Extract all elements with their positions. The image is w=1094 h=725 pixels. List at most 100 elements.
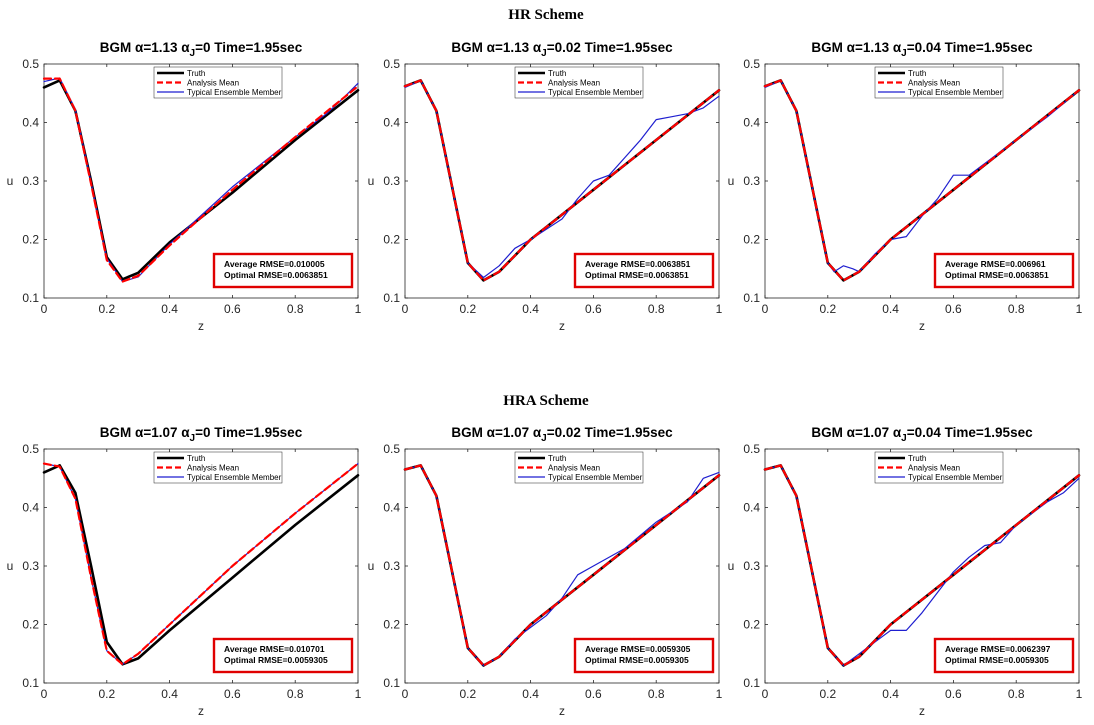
y-tick-label: 0.5 xyxy=(383,442,400,456)
y-tick-label: 0.4 xyxy=(22,116,39,130)
chart-title-rest: =0.04 Time=1.95sec xyxy=(907,425,1033,440)
chart-panel: BGM α=1.13 αJ=0.04 Time=1.95sec 0 0.2 0.4 0.… xyxy=(728,40,1083,333)
rmse-box xyxy=(933,637,1075,674)
y-tick-label: 0.3 xyxy=(22,559,39,573)
x-tick-label: 0.6 xyxy=(945,302,962,316)
chart-title-subscript: J xyxy=(541,48,547,59)
scheme-title-hra: HRA Scheme xyxy=(503,393,589,409)
rmse-text: Optimal RMSE=0.0063851 xyxy=(945,270,1049,280)
chart-title-prefix: BGM α=1.07 α xyxy=(811,425,901,440)
x-tick-label: 0 xyxy=(41,302,48,316)
y-tick-label: 0.5 xyxy=(22,57,39,71)
x-tick-label: 1 xyxy=(716,687,723,701)
x-tick-label: 0.6 xyxy=(585,687,602,701)
x-tick-label: 0.4 xyxy=(882,302,899,316)
chart-title-subscript: J xyxy=(541,433,547,444)
chart-panel: BGM α=1.07 αJ=0 Time=1.95sec 0 0.2 0.4 0.6 0.… xyxy=(7,425,362,718)
y-tick-label: 0.4 xyxy=(22,501,39,515)
x-tick-label: 0.8 xyxy=(648,687,665,701)
scheme-title-hr: HR Scheme xyxy=(508,7,584,23)
chart-title-prefix: BGM α=1.07 α xyxy=(100,425,190,440)
y-tick-label: 0.2 xyxy=(743,233,760,247)
x-tick-label: 0.2 xyxy=(819,302,836,316)
analysis-mean-line xyxy=(42,462,360,666)
chart-title-rest: =0.04 Time=1.95sec xyxy=(907,40,1033,55)
chart-title-subscript: J xyxy=(190,433,196,444)
x-tick-label: 0 xyxy=(402,687,409,701)
chart-title-rest: =0 Time=1.95sec xyxy=(195,40,303,55)
y-tick-label: 0.2 xyxy=(383,618,400,632)
legend-label: Typical Ensemble Member xyxy=(548,473,643,482)
x-tick-label: 0.4 xyxy=(161,302,178,316)
rmse-box xyxy=(933,252,1075,289)
chart-title-subscript: J xyxy=(901,48,907,59)
y-axis-label: u xyxy=(7,174,14,188)
legend-label: Typical Ensemble Member xyxy=(187,88,282,97)
rmse-text: Optimal RMSE=0.0059305 xyxy=(224,655,328,665)
y-tick-label: 0.1 xyxy=(743,291,760,305)
rmse-text: Average RMSE=0.0059305 xyxy=(585,644,691,654)
x-tick-label: 0.4 xyxy=(161,687,178,701)
y-tick-label: 0.3 xyxy=(383,174,400,188)
chart-panel: BGM α=1.13 αJ=0 Time=1.95sec 0 0.2 0.4 0.6 0.… xyxy=(7,40,362,333)
x-tick-label: 0.4 xyxy=(522,302,539,316)
y-axis-label: u xyxy=(368,559,375,573)
analysis-mean-line xyxy=(763,79,1081,282)
chart-title-prefix: BGM α=1.13 α xyxy=(100,40,190,55)
rmse-text: Average RMSE=0.010701 xyxy=(224,644,325,654)
rmse-text: Average RMSE=0.010005 xyxy=(224,259,325,269)
y-axis-label: u xyxy=(728,174,735,188)
x-tick-label: 0.2 xyxy=(459,302,476,316)
x-tick-label: 0 xyxy=(402,302,409,316)
rmse-text: Average RMSE=0.0062397 xyxy=(945,644,1051,654)
x-tick-label: 1 xyxy=(1076,687,1083,701)
y-tick-label: 0.1 xyxy=(743,676,760,690)
y-tick-label: 0.3 xyxy=(743,174,760,188)
chart-title: BGM α=1.13 αJ=0.02 Time=1.95sec xyxy=(451,40,673,59)
x-tick-label: 0 xyxy=(41,687,48,701)
chart-panel: BGM α=1.07 αJ=0.02 Time=1.95sec 0 0.2 0.4 0.… xyxy=(368,425,723,718)
chart-title-subscript: J xyxy=(190,48,196,59)
rmse-text: Optimal RMSE=0.0059305 xyxy=(945,655,1049,665)
x-tick-label: 0.2 xyxy=(459,687,476,701)
y-tick-label: 0.4 xyxy=(743,116,760,130)
legend-label: Analysis Mean xyxy=(187,79,239,88)
x-tick-label: 1 xyxy=(716,302,723,316)
x-axis-label: z xyxy=(198,704,204,718)
x-axis-label: z xyxy=(559,319,565,333)
x-axis-label: z xyxy=(919,319,925,333)
legend-label: Typical Ensemble Member xyxy=(187,473,282,482)
rmse-text: Average RMSE=0.006961 xyxy=(945,259,1046,269)
y-tick-label: 0.5 xyxy=(383,57,400,71)
legend-label: Typical Ensemble Member xyxy=(908,473,1003,482)
rmse-text: Optimal RMSE=0.0063851 xyxy=(585,270,689,280)
analysis-mean-line xyxy=(403,79,721,282)
x-tick-label: 1 xyxy=(355,302,362,316)
x-tick-label: 0.4 xyxy=(522,687,539,701)
legend-label: Typical Ensemble Member xyxy=(548,88,643,97)
legend-label: Analysis Mean xyxy=(187,464,239,473)
y-tick-label: 0.5 xyxy=(22,442,39,456)
y-axis-label: u xyxy=(728,559,735,573)
chart-panel: BGM α=1.13 αJ=0.02 Time=1.95sec 0 0.2 0.4 0.… xyxy=(368,40,723,333)
chart-title: BGM α=1.07 αJ=0 Time=1.95sec xyxy=(100,425,303,444)
chart-title: BGM α=1.13 αJ=0 Time=1.95sec xyxy=(100,40,303,59)
chart-title: BGM α=1.07 αJ=0.02 Time=1.95sec xyxy=(451,425,673,444)
x-tick-label: 0.2 xyxy=(98,687,115,701)
x-tick-label: 0.4 xyxy=(882,687,899,701)
x-axis-label: z xyxy=(559,704,565,718)
rmse-text: Average RMSE=0.0063851 xyxy=(585,259,691,269)
y-tick-label: 0.1 xyxy=(383,676,400,690)
rmse-box xyxy=(573,637,715,674)
x-tick-label: 0.8 xyxy=(287,302,304,316)
x-tick-label: 0.8 xyxy=(1008,687,1025,701)
chart-title-rest: =0.02 Time=1.95sec xyxy=(547,425,673,440)
y-tick-label: 0.4 xyxy=(383,116,400,130)
y-tick-label: 0.2 xyxy=(743,618,760,632)
y-tick-label: 0.1 xyxy=(22,291,39,305)
chart-title: BGM α=1.13 αJ=0.04 Time=1.95sec xyxy=(811,40,1033,59)
legend-label: Truth xyxy=(548,454,566,463)
y-tick-label: 0.3 xyxy=(22,174,39,188)
x-tick-label: 0.8 xyxy=(287,687,304,701)
